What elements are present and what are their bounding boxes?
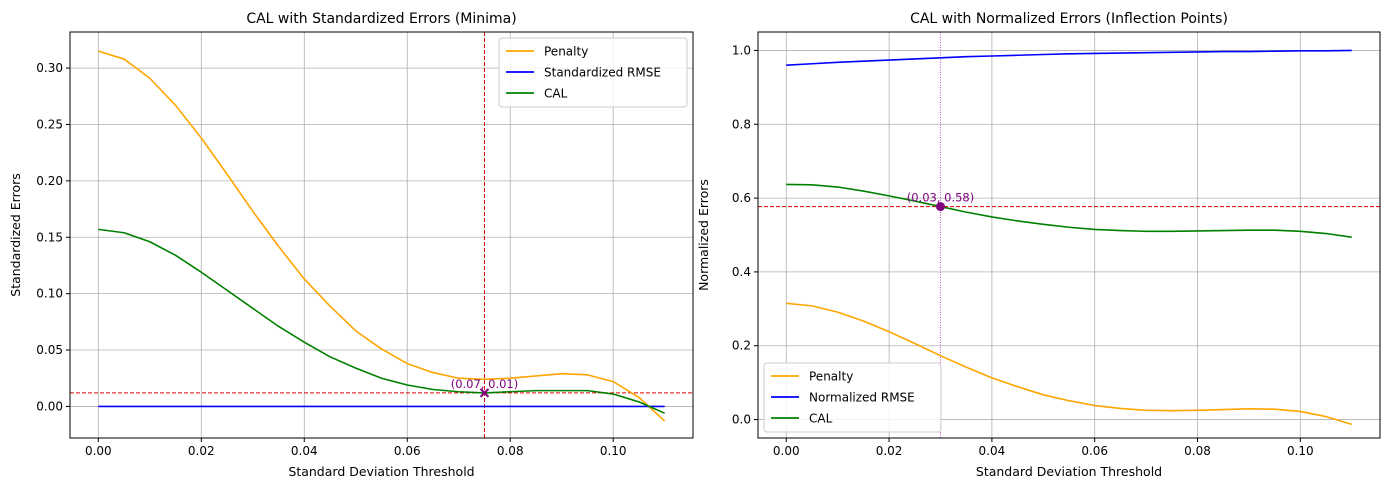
y-tick-label: 1.0 [732, 43, 751, 57]
x-tick-label: 0.00 [85, 444, 112, 458]
plot-frame [69, 31, 694, 439]
series-line-normalized-rmse [786, 49, 1352, 67]
plot-frame [757, 31, 1381, 439]
y-tick-label: 0.25 [36, 117, 63, 131]
y-tick-label: 0.10 [36, 287, 63, 301]
y-tick-label: 0.2 [732, 339, 751, 353]
x-tick-label: 0.06 [394, 444, 421, 458]
y-axis-label: Normalized Errors [696, 179, 711, 291]
x-tick-label: 0.02 [188, 444, 215, 458]
y-tick-label: 0.05 [36, 343, 63, 357]
x-tick-label: 0.08 [497, 444, 524, 458]
legend-entry: CAL [544, 87, 568, 101]
legend-entry: Standardized RMSE [544, 66, 661, 80]
series-line-cal [98, 228, 666, 414]
y-tick-label: 0.30 [36, 61, 63, 75]
inflection-marker [935, 202, 945, 212]
legend-frame [498, 37, 688, 108]
y-tick-label: 0.20 [36, 174, 63, 188]
point-annotation: (0.07, 0.01) [451, 377, 519, 391]
x-tick-label: 0.04 [291, 444, 318, 458]
x-tick-label: 0.06 [1081, 444, 1108, 458]
x-axis-label: Standard Deviation Threshold [288, 464, 474, 479]
y-tick-label: 0.8 [732, 117, 751, 131]
chart-title: CAL with Normalized Errors (Inflection P… [910, 11, 1228, 27]
series-group [786, 49, 1352, 426]
series-line-penalty [786, 302, 1352, 426]
chart-title: CAL with Standardized Errors (Minima) [246, 11, 516, 27]
point-annotation: (0.03, 0.58) [907, 191, 975, 205]
y-tick-label: 0.15 [36, 230, 63, 244]
y-tick-label: 0.00 [36, 399, 63, 413]
series-line-cal [786, 183, 1352, 239]
y-tick-label: 0.6 [732, 191, 751, 205]
x-tick-label: 0.08 [1184, 444, 1211, 458]
y-tick-label: 0.4 [732, 265, 751, 279]
legend-entry: Normalized RMSE [809, 391, 915, 405]
legend-entry: CAL [809, 412, 833, 426]
x-tick-label: 0.10 [1287, 444, 1314, 458]
legend: Penalty Standardized RMSE CAL [498, 37, 688, 108]
y-axis-label: Standardized Errors [8, 173, 23, 296]
y-tick-label: 0.0 [732, 413, 751, 427]
series-group [98, 50, 666, 422]
x-tick-label: 0.10 [600, 444, 627, 458]
x-axis-label: Standard Deviation Threshold [976, 464, 1162, 479]
legend-entry: Penalty [809, 370, 853, 384]
x-tick-label: 0.00 [773, 444, 800, 458]
legend: Penalty Normalized RMSE CAL [763, 362, 942, 433]
x-tick-label: 0.04 [979, 444, 1006, 458]
chart-2: (0.03, 0.58) 0.00 0.02 0.04 0.06 0.08 0.10 0.0 0… [696, 11, 1381, 479]
minimum-marker [479, 388, 490, 398]
x-tick-label: 0.02 [876, 444, 903, 458]
legend-frame [763, 362, 942, 433]
legend-entry: Penalty [544, 45, 588, 59]
series-line-penalty [98, 50, 666, 422]
minimum-marker-stroke [479, 388, 490, 398]
chart-1: (0.07, 0.01) 0.00 0.02 0.04 0.06 0.08 0.10 0.00… [8, 11, 694, 479]
